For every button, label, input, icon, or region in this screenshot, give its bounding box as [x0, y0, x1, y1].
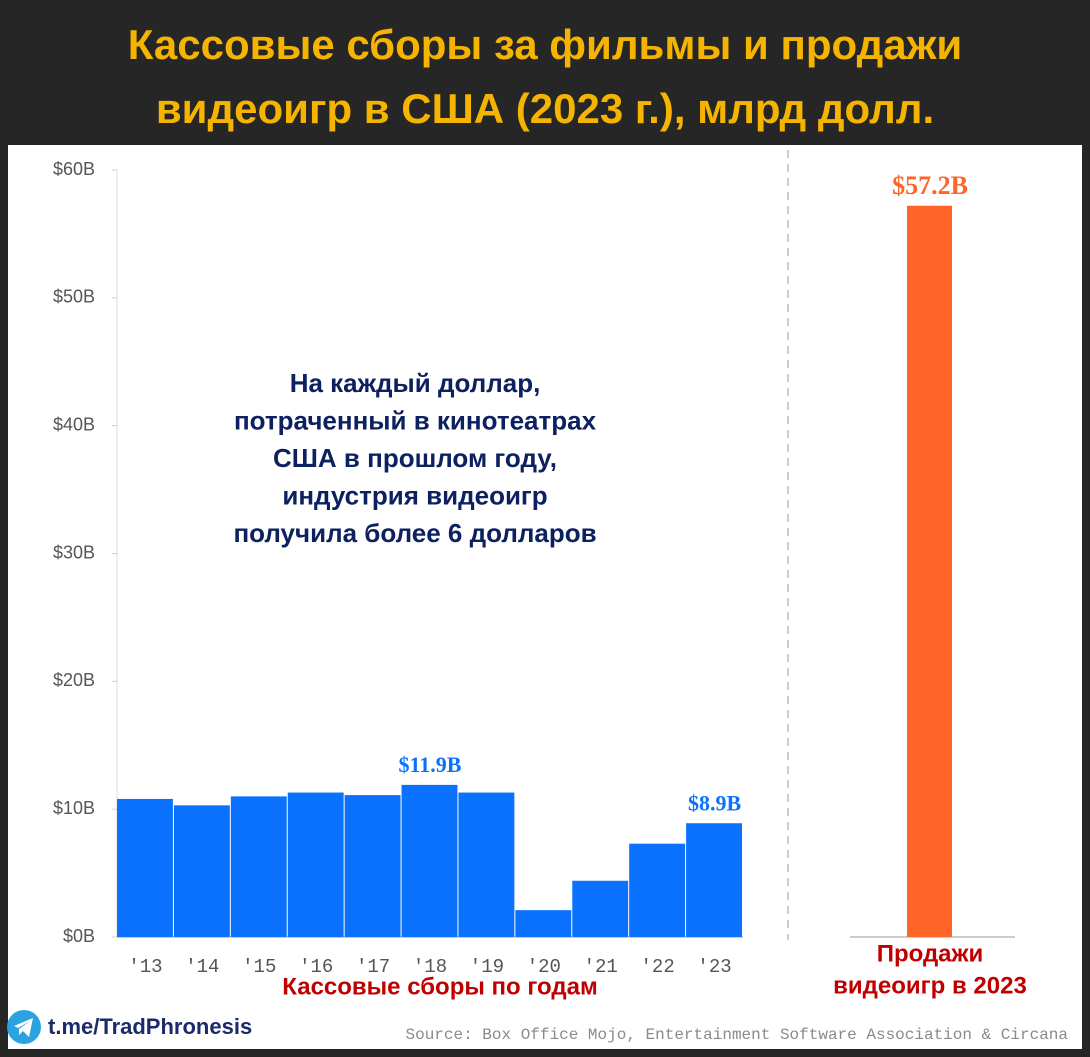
value-label: $11.9B	[399, 752, 462, 777]
annotation: На каждый доллар,	[290, 368, 541, 398]
title: Кассовые сборы за фильмы и продажи	[128, 21, 962, 68]
x-tick-label: '15	[242, 956, 276, 978]
x-tick-label: '13	[128, 956, 162, 978]
x-axis-label: Продажи	[877, 940, 984, 967]
bar	[344, 795, 401, 937]
x-tick-label: '22	[641, 956, 675, 978]
x-axis-label: Кассовые сборы по годам	[282, 973, 597, 1000]
bar	[117, 798, 173, 937]
x-tick-label: '18	[413, 956, 447, 978]
link[interactable]: t.me/TradPhronesis	[48, 1014, 252, 1039]
bar	[230, 796, 287, 937]
source: Source: Box Office Mojo, Entertainment S…	[405, 1026, 1068, 1044]
bar	[458, 792, 515, 937]
bar	[515, 910, 572, 937]
bar	[686, 823, 742, 937]
x-axis-label: видеоигр в 2023	[833, 972, 1027, 999]
y-tick-label: $20B	[53, 670, 95, 690]
x-tick-label: '20	[527, 956, 561, 978]
annotation: США в прошлом году,	[273, 443, 557, 473]
y-tick-label: $40B	[53, 414, 95, 434]
x-tick-label: '17	[356, 956, 390, 978]
bar	[401, 784, 458, 937]
y-tick-label: $10B	[53, 798, 95, 818]
value-label: $57.2B	[892, 171, 968, 200]
annotation: потраченный в кинотеатрах	[234, 405, 597, 435]
annotation: получила более 6 долларов	[233, 518, 596, 548]
bar	[629, 843, 686, 937]
x-tick-label: '14	[185, 956, 219, 978]
bar	[287, 792, 344, 937]
y-tick-label: $30B	[53, 542, 95, 562]
bar	[173, 805, 230, 937]
x-tick-label: '21	[584, 956, 618, 978]
title: видеоигр в США (2023 г.), млрд долл.	[156, 85, 934, 132]
telegram-icon	[7, 1010, 41, 1044]
y-tick-label: $60B	[53, 159, 95, 179]
x-tick-label: '16	[299, 956, 333, 978]
annotation: индустрия видеоигр	[282, 480, 547, 510]
bar	[907, 205, 952, 937]
x-tick-label: '23	[697, 956, 731, 978]
y-tick-label: $0B	[63, 926, 95, 946]
bar	[572, 880, 629, 937]
y-tick-label: $50B	[53, 287, 95, 307]
value-label: $8.9B	[688, 790, 742, 815]
x-tick-label: '19	[470, 956, 504, 978]
